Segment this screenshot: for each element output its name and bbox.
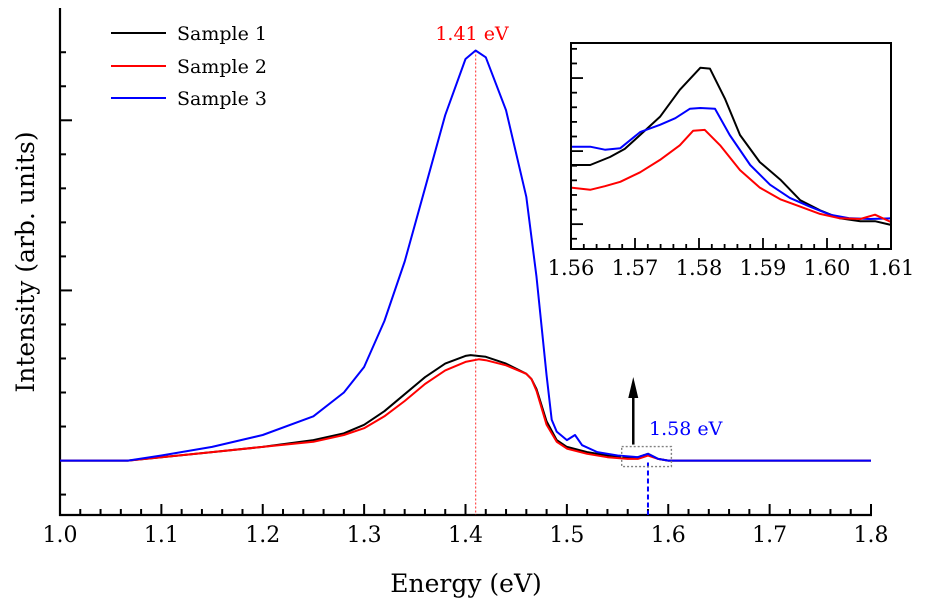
x-tick-label: 1.5 — [549, 523, 584, 548]
x-tick-label: 1.7 — [752, 523, 787, 548]
series-line-sample-1 — [60, 354, 871, 462]
main-axes: 1.0 1.1 1.2 1.3 1.4 1.5 1.6 1.7 1.8 — [43, 8, 889, 548]
inset-x-tick-label: 1.61 — [868, 256, 915, 280]
inset-axes: 1.56 1.57 1.58 1.59 1.60 1.61 — [548, 42, 915, 280]
x-tick-label: 1.1 — [144, 523, 179, 548]
inset-series — [570, 43, 892, 249]
legend: Sample 1 Sample 2 Sample 3 — [111, 23, 267, 110]
inset-x-tick-label: 1.60 — [804, 256, 851, 280]
x-tick-label: 1.8 — [854, 523, 889, 548]
inset-x-tick-label: 1.57 — [612, 256, 659, 280]
inset-x-tick-label: 1.59 — [740, 256, 787, 280]
inset-frame — [570, 42, 892, 250]
inset-series-line-sample-2 — [570, 128, 892, 223]
x-tick-label: 1.2 — [245, 523, 280, 548]
inset-x-tick-label: 1.56 — [548, 256, 595, 280]
legend-label-sample-2: Sample 2 — [177, 56, 267, 78]
x-tick-label: 1.6 — [651, 523, 686, 548]
x-tick-label: 1.3 — [347, 523, 382, 548]
arrow-up-icon — [628, 377, 639, 398]
inset-x-tick-label: 1.58 — [676, 256, 723, 280]
series-line-sample-3 — [60, 49, 871, 462]
x-axis-title: Energy (eV) — [390, 569, 542, 598]
zoom-region-box — [621, 445, 673, 468]
peak-label-1-58ev: 1.58 eV — [649, 418, 723, 440]
x-tick-label: 1.0 — [43, 523, 78, 548]
inset-series-line-sample-3 — [571, 107, 892, 220]
legend-label-sample-3: Sample 3 — [177, 88, 267, 110]
y-axis-title: Intensity (arb. units) — [11, 131, 40, 392]
peak-label-1-41ev: 1.41 eV — [435, 23, 509, 45]
legend-label-sample-1: Sample 1 — [177, 23, 267, 45]
main-annotations-front — [621, 377, 673, 515]
peak-label-background — [420, 18, 524, 46]
main-series — [60, 49, 871, 462]
series-line-sample-2 — [60, 358, 871, 462]
x-tick-label: 1.4 — [448, 523, 483, 548]
secondary-peak-label-background — [640, 412, 740, 442]
